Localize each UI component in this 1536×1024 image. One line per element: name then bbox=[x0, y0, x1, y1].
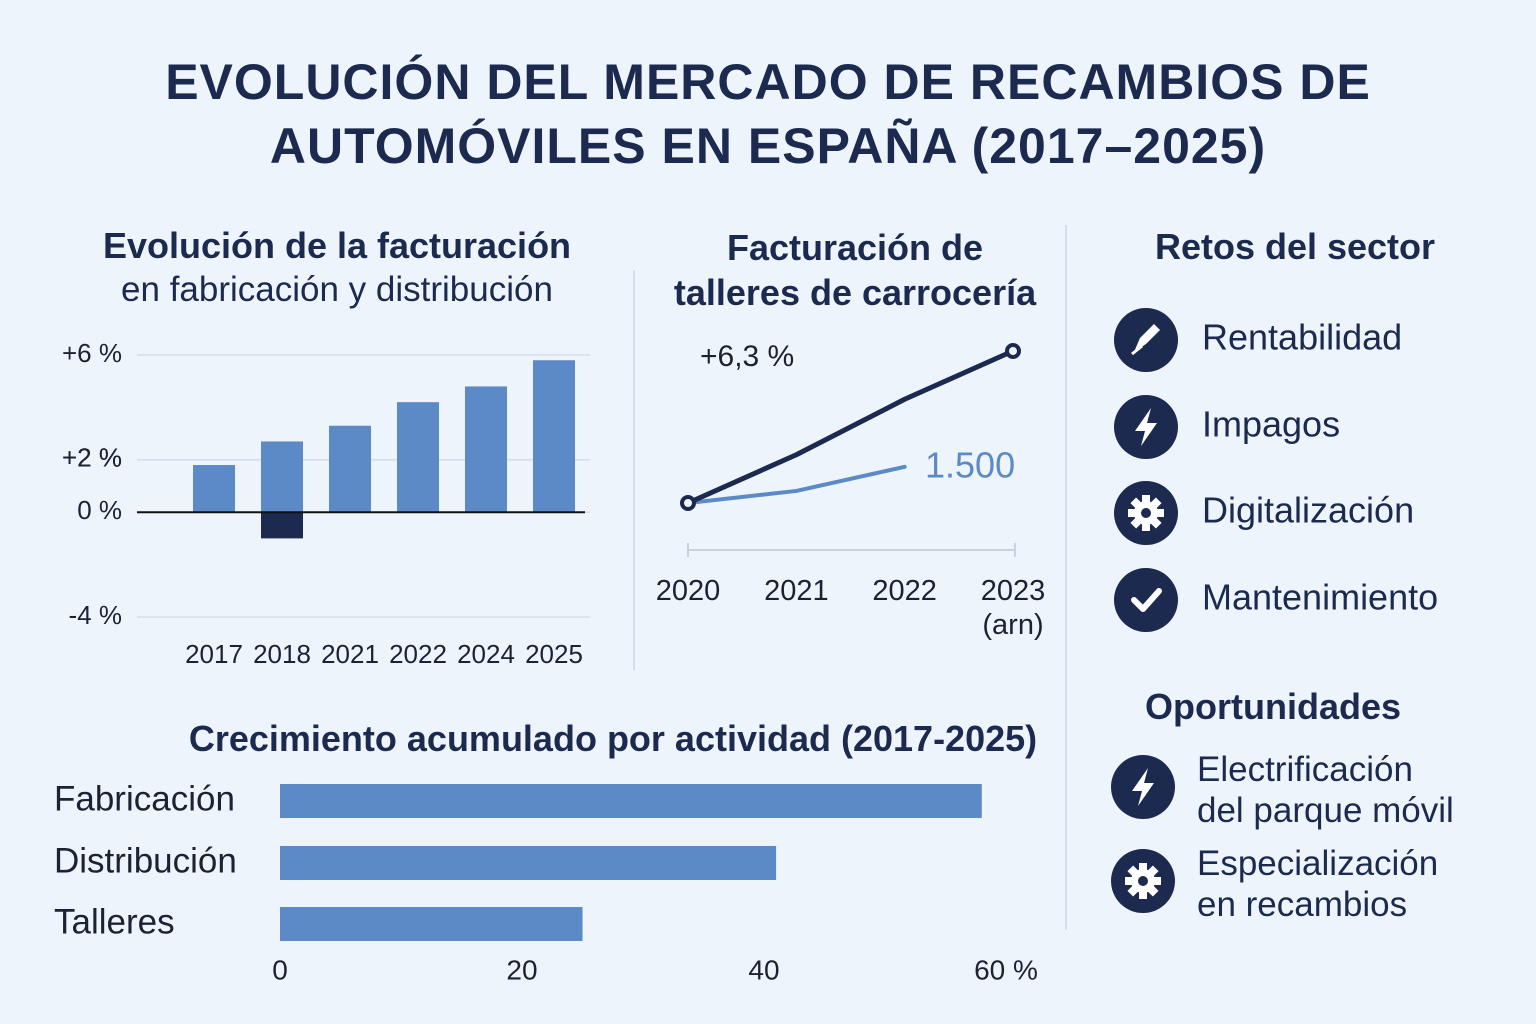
y-tick-label: 0 % bbox=[77, 495, 122, 525]
icon-glyph bbox=[1139, 890, 1147, 899]
line-marker bbox=[1005, 343, 1021, 359]
icon bbox=[1114, 568, 1178, 632]
x-tick-label: 0 bbox=[272, 954, 288, 985]
bar bbox=[280, 907, 583, 941]
icon-glyph bbox=[1146, 865, 1159, 878]
x-tick-label: 2025 bbox=[525, 639, 583, 669]
challenge-item: Digitalización bbox=[1202, 490, 1414, 531]
value-label: 1.500 bbox=[925, 445, 1015, 486]
opportunity-item: Electrificación del parque móvil bbox=[1197, 750, 1454, 830]
y-tick-label: +2 % bbox=[62, 443, 122, 473]
opportunity-item: Especialización en recambios bbox=[1197, 844, 1439, 924]
challenge-item: Rentabilidad bbox=[1202, 317, 1402, 358]
icon-glyph bbox=[1149, 497, 1162, 510]
icon-glyph bbox=[1146, 884, 1159, 897]
bar bbox=[280, 784, 982, 818]
x-tick-label: 60 % bbox=[974, 954, 1038, 985]
icon-glyph bbox=[1138, 876, 1148, 886]
y-tick-label: Fabricación bbox=[54, 779, 235, 818]
x-tick-label: 2023 (arn) bbox=[980, 575, 1046, 641]
icon-glyph bbox=[1132, 768, 1154, 806]
y-tick-label: Talleres bbox=[54, 902, 175, 941]
icon bbox=[1114, 308, 1178, 372]
icon-glyph bbox=[1127, 884, 1140, 897]
chart-subtitle: en fabricación y distribución bbox=[121, 270, 553, 309]
bar bbox=[280, 846, 777, 880]
icon-glyph bbox=[1131, 344, 1143, 356]
section-title: Oportunidades bbox=[1144, 686, 1401, 727]
bar bbox=[397, 402, 439, 513]
bar bbox=[329, 425, 371, 513]
x-tick-label: 2021 bbox=[764, 575, 829, 607]
icon-glyph bbox=[1152, 877, 1161, 885]
icon bbox=[1111, 755, 1175, 819]
bar bbox=[193, 465, 235, 513]
chart-title: Evolución de la facturación bbox=[102, 225, 572, 266]
x-tick-label: 2017 bbox=[185, 639, 243, 669]
x-tick-label: 2022 bbox=[389, 639, 447, 669]
y-tick-label: -4 % bbox=[69, 600, 122, 630]
challenge-item: Impagos bbox=[1202, 404, 1340, 445]
bar bbox=[261, 441, 303, 513]
challenge-item: Mantenimiento bbox=[1202, 577, 1438, 618]
icon-glyph bbox=[1141, 508, 1151, 518]
y-tick-label: Distribución bbox=[54, 841, 237, 880]
icon-glyph bbox=[1134, 324, 1160, 352]
icon-glyph bbox=[1142, 495, 1150, 504]
icon-glyph bbox=[1130, 516, 1143, 529]
chart-title: Facturación de talleres de carrocería bbox=[673, 227, 1037, 313]
icon-glyph bbox=[1139, 863, 1147, 872]
icon-circle bbox=[1114, 568, 1178, 632]
bar bbox=[533, 360, 575, 513]
section-title: Retos del sector bbox=[1154, 226, 1436, 267]
icon-glyph bbox=[1127, 865, 1140, 878]
icon-glyph bbox=[1125, 877, 1134, 885]
x-tick-label: 2020 bbox=[655, 575, 721, 607]
icon bbox=[1114, 481, 1178, 545]
icon-glyph bbox=[1131, 588, 1162, 612]
x-tick-label: 2018 bbox=[253, 639, 311, 669]
icon bbox=[1111, 849, 1175, 913]
icon-glyph bbox=[1142, 522, 1150, 531]
icon-glyph bbox=[1128, 509, 1137, 517]
bar bbox=[465, 386, 507, 513]
icon bbox=[1114, 395, 1178, 459]
x-tick-label: 40 bbox=[748, 954, 779, 985]
line-series bbox=[686, 464, 907, 505]
x-tick-label: 2021 bbox=[321, 639, 379, 669]
x-tick-label: 2022 bbox=[872, 575, 937, 607]
icon-glyph bbox=[1155, 509, 1164, 517]
line-series bbox=[685, 348, 1016, 506]
page-title: EVOLUCIÓN DEL MERCADO DE RECAMBIOS DE AU… bbox=[165, 54, 1371, 174]
chart-title: Crecimiento acumulado por actividad (201… bbox=[188, 718, 1038, 759]
x-tick-label: 2024 bbox=[457, 639, 515, 669]
x-tick-label: 20 bbox=[506, 954, 537, 985]
icon-glyph bbox=[1130, 497, 1143, 510]
icon-glyph bbox=[1135, 408, 1157, 446]
line-marker bbox=[680, 495, 696, 511]
y-tick-label: +2 % bbox=[62, 443, 122, 473]
value-label: +6,3 % bbox=[700, 340, 794, 373]
icon-glyph bbox=[1149, 516, 1162, 529]
bar bbox=[261, 512, 303, 539]
y-tick-label: +6 % bbox=[62, 338, 122, 368]
